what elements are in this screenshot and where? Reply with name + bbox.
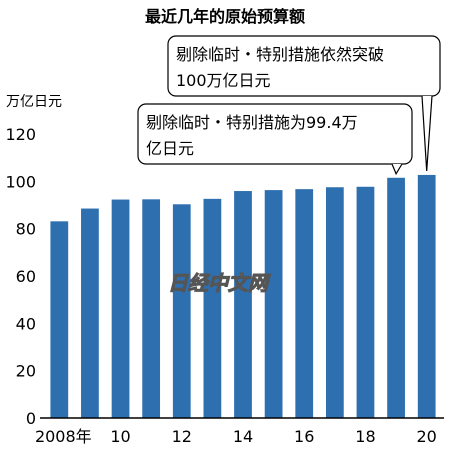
callout-text-line: 剔除临时・特别措施依然突破 xyxy=(176,45,384,64)
bars xyxy=(50,174,436,418)
x-tick-label: 18 xyxy=(355,427,375,446)
x-tick-label: 2008年 xyxy=(35,427,92,446)
y-tick-label: 20 xyxy=(16,362,36,381)
bar-2014 xyxy=(234,191,252,418)
y-tick-label: 100 xyxy=(5,172,36,191)
callout-2020: 剔除临时・特别措施依然突破 100万亿日元 xyxy=(167,35,441,171)
callout-box xyxy=(137,103,413,165)
y-tick-label: 120 xyxy=(5,125,36,144)
callout-pointer xyxy=(421,95,433,171)
x-axis-ticks: 2008年 10 12 14 16 18 20 xyxy=(35,427,437,446)
bar-2012 xyxy=(172,204,191,418)
bar-2011 xyxy=(142,199,161,418)
unit-label: 万亿日元 xyxy=(6,94,62,110)
callout-text-line: 剔除临时・特别措施为99.4万 xyxy=(146,113,358,132)
watermark-logo: 日经中文网 xyxy=(168,271,271,295)
bar-2019 xyxy=(387,177,405,418)
callout-text-line: 亿日元 xyxy=(146,139,194,158)
y-tick-label: 0 xyxy=(26,409,36,428)
y-tick-label: 60 xyxy=(16,267,36,286)
x-tick-label: 20 xyxy=(417,427,437,446)
x-tick-label: 12 xyxy=(172,427,192,446)
bar-2020 xyxy=(417,174,436,418)
y-tick-label: 40 xyxy=(16,314,36,333)
bar-2009 xyxy=(81,208,99,418)
x-tick-label: 14 xyxy=(233,427,253,446)
x-tick-label: 16 xyxy=(294,427,314,446)
bar-2010 xyxy=(111,199,130,418)
bar-2016 xyxy=(295,189,314,418)
callout-text-line: 100万亿日元 xyxy=(176,71,271,90)
y-tick-label: 80 xyxy=(16,220,36,239)
bar-2017 xyxy=(325,187,344,418)
chart-title: 最近几年的原始预算额 xyxy=(145,7,305,26)
bar-2015 xyxy=(264,190,283,418)
bar-2008 xyxy=(50,221,69,418)
y-axis-ticks: 0 20 40 60 80 100 120 xyxy=(5,125,36,428)
bar-2018 xyxy=(356,186,375,418)
x-tick-label: 10 xyxy=(110,427,130,446)
callout-pointer xyxy=(391,163,403,176)
callout-box xyxy=(167,35,441,97)
bar-2013 xyxy=(203,198,222,418)
